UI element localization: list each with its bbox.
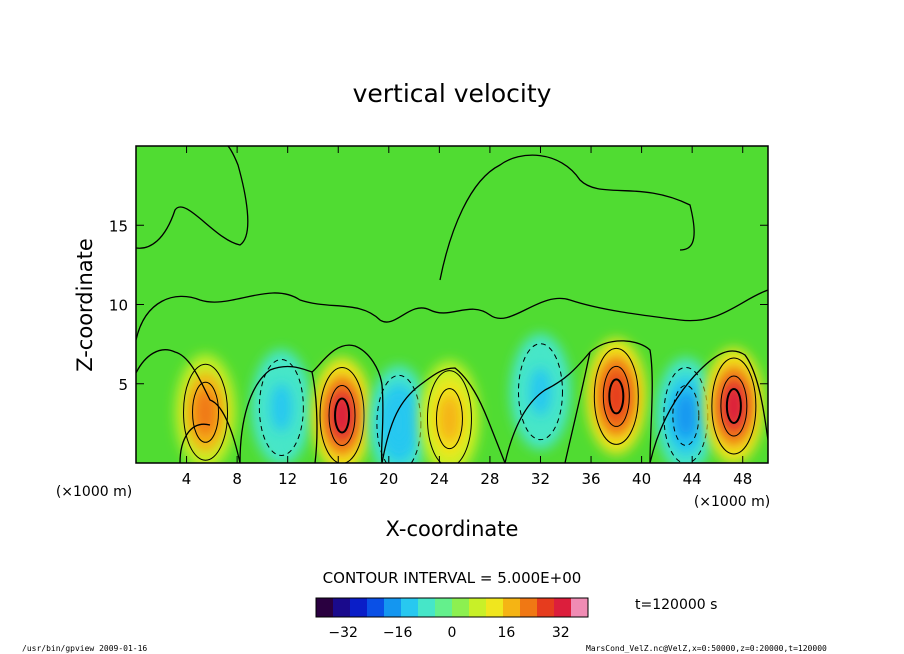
colorbar-swatch xyxy=(350,598,368,617)
footer-left: /usr/bin/gpview 2009-01-16 xyxy=(22,644,147,653)
downdraft-cell xyxy=(510,333,571,450)
y-tick-label: 15 xyxy=(109,217,128,235)
colorbar-tick-label: 16 xyxy=(497,625,515,641)
colorbar-swatch xyxy=(520,598,538,617)
colorbar-swatch xyxy=(435,598,453,617)
colorbar-swatch xyxy=(486,598,504,617)
x-tick-label: 24 xyxy=(430,470,449,488)
x-tick-label: 4 xyxy=(182,470,192,488)
x-tick-labels: 4 8 12 16 20 24 28 32 36 40 44 48 xyxy=(182,470,752,488)
x-tick-label: 44 xyxy=(683,470,702,488)
x-tick-label: 48 xyxy=(733,470,752,488)
updraft-cell xyxy=(703,347,764,463)
y-tick-labels: 5 10 15 xyxy=(109,217,128,394)
zero-contours xyxy=(136,146,768,463)
chart-title: vertical velocity xyxy=(353,79,552,108)
x-tick-label: 40 xyxy=(632,470,651,488)
updraft-cell xyxy=(175,354,236,463)
colorbar-swatch xyxy=(452,598,470,617)
y-tick-label: 10 xyxy=(109,297,128,315)
colorbar-swatch xyxy=(537,598,555,617)
colorbar-swatch xyxy=(401,598,419,617)
x-tick-marks xyxy=(186,146,744,463)
colorbar-tick-labels: −32 −16 0 16 32 xyxy=(328,625,569,641)
x-unit-right: (×1000 m) xyxy=(694,494,770,510)
x-tick-label: 12 xyxy=(278,470,297,488)
colorbar-swatch xyxy=(316,598,334,617)
colorbar-frame xyxy=(315,597,589,618)
updraft-cell xyxy=(312,357,373,463)
x-tick-label: 32 xyxy=(531,470,550,488)
x-tick-label: 20 xyxy=(379,470,398,488)
contour-interval-label: CONTOUR INTERVAL = 5.000E+00 xyxy=(323,569,582,587)
x-tick-label: 16 xyxy=(329,470,348,488)
colorbar-swatch xyxy=(571,598,589,617)
colorbar xyxy=(316,598,589,617)
updraft-cell xyxy=(419,360,480,463)
colorbar-swatch xyxy=(384,598,402,617)
colorbar-tick-label: 32 xyxy=(552,625,570,641)
colorbar-tick-label: −32 xyxy=(328,625,358,641)
downdraft-cell xyxy=(251,349,312,463)
velocity-features xyxy=(175,333,764,463)
x-axis-label: X-coordinate xyxy=(386,517,519,541)
x-tick-label: 36 xyxy=(581,470,600,488)
colorbar-swatch xyxy=(418,598,436,617)
y-axis-label: Z-coordinate xyxy=(73,238,97,372)
colorbar-swatch xyxy=(367,598,385,617)
colorbar-tick-label: 0 xyxy=(448,625,457,641)
x-tick-label: 28 xyxy=(480,470,499,488)
time-label: t=120000 s xyxy=(635,597,717,613)
colorbar-swatch xyxy=(503,598,521,617)
colorbar-swatch xyxy=(469,598,487,617)
footer-right: MarsCond_VelZ.nc@VelZ,x=0:50000,z=0:2000… xyxy=(586,644,827,653)
downdraft-cell xyxy=(655,357,716,463)
y-tick-marks xyxy=(136,224,768,385)
colorbar-swatch xyxy=(554,598,572,617)
colorbar-swatch xyxy=(333,598,351,617)
colorbar-tick-label: −16 xyxy=(383,625,413,641)
updraft-cell xyxy=(586,338,647,455)
y-tick-label: 5 xyxy=(118,376,128,394)
x-tick-label: 8 xyxy=(232,470,242,488)
x-unit-left: (×1000 m) xyxy=(56,484,132,500)
